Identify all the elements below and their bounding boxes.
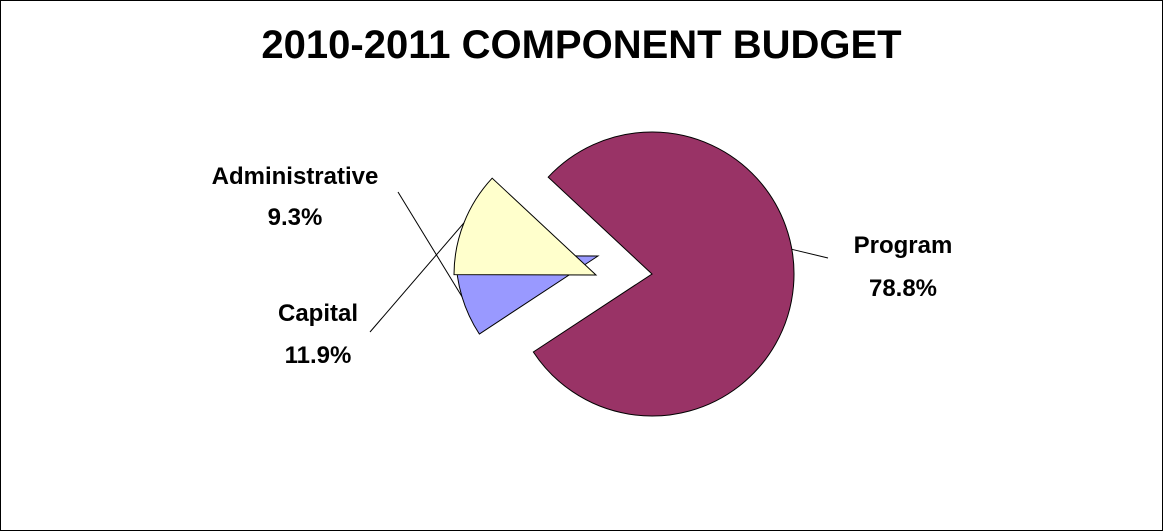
data-labels: Program 78.8% Administrative 9.3% Capital 11.… — [212, 163, 953, 369]
slice-label-administrative: Administrative — [212, 163, 379, 190]
leader-line-capital — [369, 222, 465, 333]
leader-lines — [369, 191, 829, 333]
chart-title: 2010-2011 COMPONENT BUDGET — [261, 23, 902, 67]
leader-line-program — [791, 248, 829, 259]
pie-slice-program — [532, 131, 795, 417]
slice-value-program: 78.8% — [869, 275, 937, 302]
slice-value-administrative: 9.3% — [268, 204, 323, 231]
slice-value-capital: 11.9% — [285, 342, 352, 369]
slice-label-capital: Capital — [278, 300, 358, 327]
pie-slice-capital — [453, 177, 598, 276]
leader-line-administrative — [397, 191, 463, 297]
pie-slices — [453, 131, 795, 417]
slice-label-program: Program — [854, 232, 953, 259]
